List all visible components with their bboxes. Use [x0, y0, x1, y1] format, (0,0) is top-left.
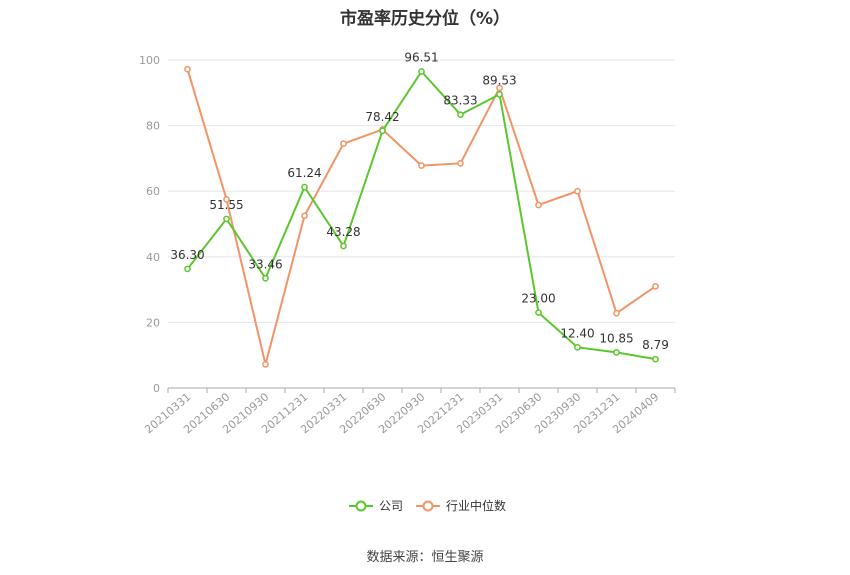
data-point-series-0: [652, 355, 659, 363]
data-point-series-0: [379, 127, 386, 135]
data-label: 51.55: [209, 198, 243, 212]
data-label: 83.33: [443, 94, 477, 108]
data-point-series-0: [535, 309, 542, 316]
data-label: 96.51: [404, 50, 438, 64]
data-label: 89.53: [482, 73, 516, 87]
series-lines: [184, 65, 659, 368]
y-tick-label: 0: [153, 382, 160, 395]
data-point-series-1: [184, 65, 191, 73]
data-label: 12.40: [560, 326, 594, 340]
data-point-series-1: [223, 196, 230, 203]
grid-lines: [168, 59, 675, 323]
data-point-series-0: [457, 111, 464, 119]
data-label: 43.28: [326, 225, 360, 239]
data-labels: 36.30 51.55 33.46 61.24 43.28 78.42 96.51 83.33…: [170, 50, 669, 352]
data-point-series-1: [418, 162, 425, 169]
data-label: 36.30: [170, 248, 204, 262]
data-point-series-0: [496, 90, 503, 98]
legend: 公司 行业中位数: [349, 498, 506, 513]
y-tick-label: 100: [139, 54, 160, 67]
data-point-series-1: [457, 159, 464, 167]
data-point-series-0: [340, 242, 347, 250]
legend-label-0: 公司: [379, 499, 403, 513]
data-label: 78.42: [365, 110, 399, 124]
data-source-note: 数据来源：恒生聚源: [366, 550, 484, 565]
data-label: 10.85: [599, 331, 633, 345]
data-point-series-0: [262, 274, 269, 282]
data-point-series-1: [340, 140, 347, 147]
line-chart: 0204060801002021033120210630202109302021…: [139, 50, 676, 513]
data-label: 8.79: [642, 338, 669, 352]
data-point-series-1: [652, 282, 659, 290]
data-point-series-1: [262, 361, 269, 368]
legend-marker-0: [355, 500, 367, 512]
y-tick-label: 60: [146, 185, 160, 198]
legend-label-1: 行业中位数: [446, 498, 506, 513]
data-point-series-0: [613, 349, 620, 356]
series-line-1: [186, 68, 657, 365]
data-point-series-0: [301, 183, 308, 191]
data-point-series-1: [574, 187, 581, 195]
legend-marker-1: [422, 500, 434, 512]
data-point-series-0: [418, 68, 425, 75]
y-tick-label: 20: [146, 316, 160, 329]
data-point-series-1: [535, 201, 542, 209]
y-tick-label: 40: [146, 251, 160, 264]
y-tick-label: 80: [146, 120, 160, 133]
data-point-series-1: [613, 309, 620, 317]
data-label: 33.46: [248, 257, 282, 271]
chart-title: 市盈率历史分位（%）: [339, 9, 511, 29]
data-point-series-1: [301, 212, 308, 220]
data-point-series-0: [574, 343, 581, 351]
data-point-series-1: [496, 84, 503, 92]
data-point-series-0: [223, 215, 230, 223]
data-point-series-0: [184, 265, 191, 273]
data-label: 23.00: [521, 292, 555, 306]
data-label: 61.24: [287, 166, 321, 180]
